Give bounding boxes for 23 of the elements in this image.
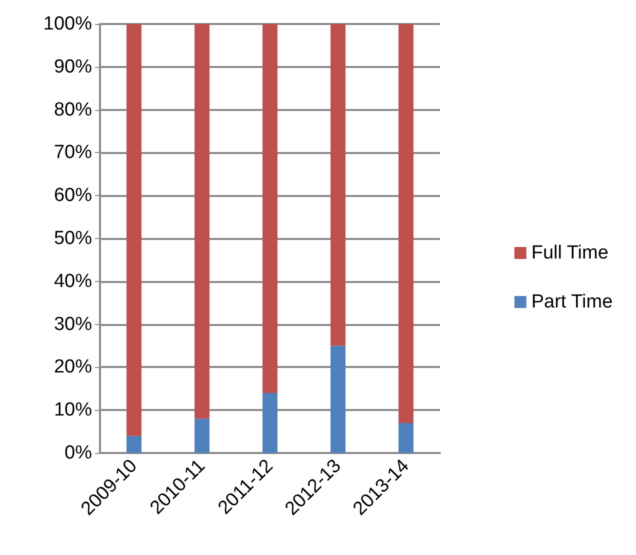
bar xyxy=(126,24,142,436)
y-tick-label: 80% xyxy=(54,99,92,120)
bar xyxy=(330,346,346,453)
bar xyxy=(262,24,278,393)
y-tick-label: 60% xyxy=(54,185,92,206)
bar xyxy=(398,24,414,423)
bar xyxy=(194,24,210,419)
legend-label: Full Time xyxy=(531,242,608,264)
bar xyxy=(398,422,414,453)
y-tick-label: 40% xyxy=(54,270,92,292)
y-tick-label: 90% xyxy=(54,56,92,78)
bar xyxy=(262,392,278,453)
y-tick-label: 50% xyxy=(54,228,92,249)
y-tick-label: 20% xyxy=(54,356,92,378)
y-tick-label: 10% xyxy=(54,400,92,421)
y-tick-label: 70% xyxy=(54,142,92,164)
legend-label: Part Time xyxy=(531,292,613,312)
bar xyxy=(126,436,142,453)
y-tick-label: 30% xyxy=(54,314,92,335)
y-tick-label: 0% xyxy=(64,442,92,464)
y-tick-label: 100% xyxy=(43,14,92,34)
bar xyxy=(194,418,210,453)
bar xyxy=(330,24,346,346)
